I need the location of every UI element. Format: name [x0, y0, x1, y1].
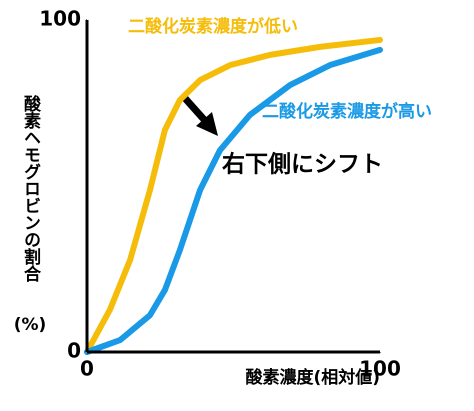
y-axis-label: 酸素ヘモグロビンの割合 — [20, 94, 41, 283]
y-tick-label: 100 — [39, 7, 81, 31]
series-label: 二酸化炭素濃度が低い — [128, 16, 298, 37]
y-axis-label: (%) — [14, 315, 47, 335]
line — [84, 46, 383, 355]
x-tick-label: 100 — [359, 357, 401, 381]
x-axis-label: 酸素濃度(相対値) — [245, 367, 380, 388]
annotation: 右下側にシフト — [222, 151, 383, 178]
y-tick-label: 0 — [67, 339, 81, 363]
arrow-head — [196, 112, 218, 136]
x-tick-label: 0 — [80, 357, 94, 381]
line — [84, 36, 383, 355]
series-label: 二酸化炭素濃度が高い — [262, 101, 432, 122]
